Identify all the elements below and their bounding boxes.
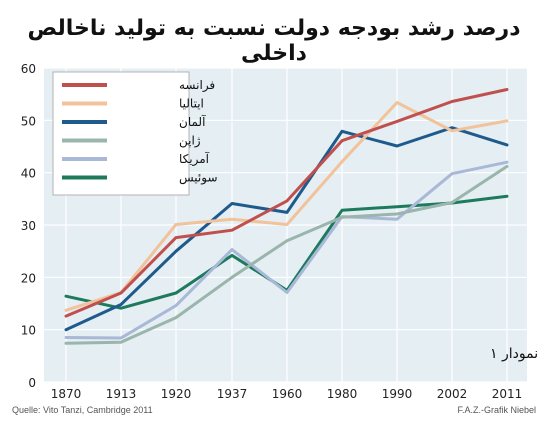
x-tick-label: 1960 xyxy=(272,387,303,401)
legend-label: ایتالیا xyxy=(179,97,204,111)
x-tick-label: 1913 xyxy=(106,387,137,401)
legend-label: سوئیس xyxy=(179,171,218,186)
x-tick-label: 2002 xyxy=(437,387,468,401)
y-tick-label: 20 xyxy=(21,271,36,285)
y-tick-label: 0 xyxy=(28,376,36,390)
source-credit: Quelle: Vito Tanzi, Cambridge 2011 xyxy=(12,405,153,415)
legend-label: فرانسه xyxy=(179,78,215,93)
legend-label: آلمان xyxy=(179,114,206,129)
series-line xyxy=(64,126,509,332)
y-tick-label: 30 xyxy=(21,219,36,233)
y-tick-label: 40 xyxy=(21,167,36,181)
x-tick-label: 1937 xyxy=(217,387,248,401)
y-tick-label: 10 xyxy=(21,324,36,338)
x-tick-label: 1870 xyxy=(51,387,82,401)
y-tick-label: 60 xyxy=(21,62,36,76)
y-tick-label: 50 xyxy=(21,114,36,128)
x-tick-label: 1990 xyxy=(382,387,413,401)
graphic-credit: F.A.Z.-Grafik Niebel xyxy=(457,405,536,415)
x-tick-label: 2011 xyxy=(492,387,523,401)
legend-label: آمریکا xyxy=(179,151,210,167)
chart-title: درصد رشد بودجه دولت نسبت به تولید ناخالص… xyxy=(27,16,521,66)
legend-label: ژاپن xyxy=(179,134,201,149)
series-line xyxy=(64,164,509,345)
series-line xyxy=(64,88,509,318)
legend-box xyxy=(52,71,190,196)
series-line xyxy=(64,101,509,312)
series-line xyxy=(64,160,509,340)
x-tick-label: 1980 xyxy=(327,387,358,401)
x-tick-label: 1920 xyxy=(161,387,192,401)
chart-annotation: نمودار ۱ xyxy=(490,346,538,362)
